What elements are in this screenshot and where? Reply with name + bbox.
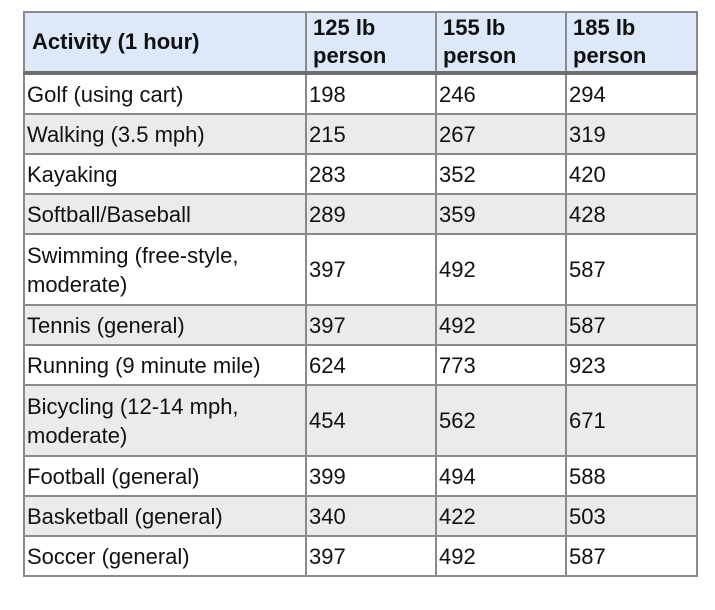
table-row: Swimming (free-style, moderate) 397 492 … bbox=[23, 233, 698, 306]
cell-activity: Softball/Baseball bbox=[23, 193, 307, 235]
cell-activity: Golf (using cart) bbox=[23, 72, 307, 115]
cell-185lb: 671 bbox=[565, 384, 698, 457]
header-125lb: 125 lb person bbox=[305, 11, 437, 75]
table-row: Running (9 minute mile) 624 773 923 bbox=[23, 344, 698, 386]
cell-185lb: 319 bbox=[565, 113, 698, 155]
cell-185lb: 420 bbox=[565, 153, 698, 195]
cell-155lb: 492 bbox=[435, 233, 567, 306]
cell-125lb: 289 bbox=[305, 193, 437, 235]
table-row: Walking (3.5 mph) 215 267 319 bbox=[23, 113, 698, 155]
cell-155lb: 492 bbox=[435, 535, 567, 577]
cell-activity: Walking (3.5 mph) bbox=[23, 113, 307, 155]
cell-155lb: 562 bbox=[435, 384, 567, 457]
calories-table-container: Activity (1 hour) 125 lb person 155 lb p… bbox=[23, 11, 698, 577]
table-row: Bicycling (12-14 mph, moderate) 454 562 … bbox=[23, 384, 698, 457]
cell-activity: Bicycling (12-14 mph, moderate) bbox=[23, 384, 307, 457]
table-row: Football (general) 399 494 588 bbox=[23, 455, 698, 497]
cell-155lb: 492 bbox=[435, 304, 567, 346]
table-row: Soccer (general) 397 492 587 bbox=[23, 535, 698, 577]
table-row: Kayaking 283 352 420 bbox=[23, 153, 698, 195]
cell-activity: Football (general) bbox=[23, 455, 307, 497]
cell-125lb: 283 bbox=[305, 153, 437, 195]
table-row: Basketball (general) 340 422 503 bbox=[23, 495, 698, 537]
cell-activity: Soccer (general) bbox=[23, 535, 307, 577]
cell-155lb: 352 bbox=[435, 153, 567, 195]
cell-185lb: 428 bbox=[565, 193, 698, 235]
cell-155lb: 359 bbox=[435, 193, 567, 235]
cell-185lb: 294 bbox=[565, 72, 698, 115]
cell-125lb: 215 bbox=[305, 113, 437, 155]
cell-125lb: 198 bbox=[305, 72, 437, 115]
table-row: Tennis (general) 397 492 587 bbox=[23, 304, 698, 346]
cell-125lb: 397 bbox=[305, 304, 437, 346]
header-155lb: 155 lb person bbox=[435, 11, 567, 75]
cell-125lb: 397 bbox=[305, 535, 437, 577]
cell-125lb: 340 bbox=[305, 495, 437, 537]
cell-155lb: 773 bbox=[435, 344, 567, 386]
cell-125lb: 399 bbox=[305, 455, 437, 497]
table-row: Softball/Baseball 289 359 428 bbox=[23, 193, 698, 235]
calories-burned-table: Activity (1 hour) 125 lb person 155 lb p… bbox=[23, 11, 698, 577]
cell-activity: Basketball (general) bbox=[23, 495, 307, 537]
header-activity: Activity (1 hour) bbox=[23, 11, 307, 75]
cell-125lb: 624 bbox=[305, 344, 437, 386]
table-row: Golf (using cart) 198 246 294 bbox=[23, 72, 698, 115]
table-header-row: Activity (1 hour) 125 lb person 155 lb p… bbox=[23, 11, 698, 75]
cell-activity: Tennis (general) bbox=[23, 304, 307, 346]
cell-155lb: 267 bbox=[435, 113, 567, 155]
cell-155lb: 494 bbox=[435, 455, 567, 497]
cell-185lb: 587 bbox=[565, 304, 698, 346]
cell-185lb: 503 bbox=[565, 495, 698, 537]
cell-185lb: 588 bbox=[565, 455, 698, 497]
cell-155lb: 246 bbox=[435, 72, 567, 115]
cell-155lb: 422 bbox=[435, 495, 567, 537]
cell-125lb: 397 bbox=[305, 233, 437, 306]
cell-activity: Kayaking bbox=[23, 153, 307, 195]
cell-185lb: 587 bbox=[565, 233, 698, 306]
cell-185lb: 587 bbox=[565, 535, 698, 577]
cell-125lb: 454 bbox=[305, 384, 437, 457]
cell-185lb: 923 bbox=[565, 344, 698, 386]
header-185lb: 185 lb person bbox=[565, 11, 698, 75]
cell-activity: Swimming (free-style, moderate) bbox=[23, 233, 307, 306]
cell-activity: Running (9 minute mile) bbox=[23, 344, 307, 386]
